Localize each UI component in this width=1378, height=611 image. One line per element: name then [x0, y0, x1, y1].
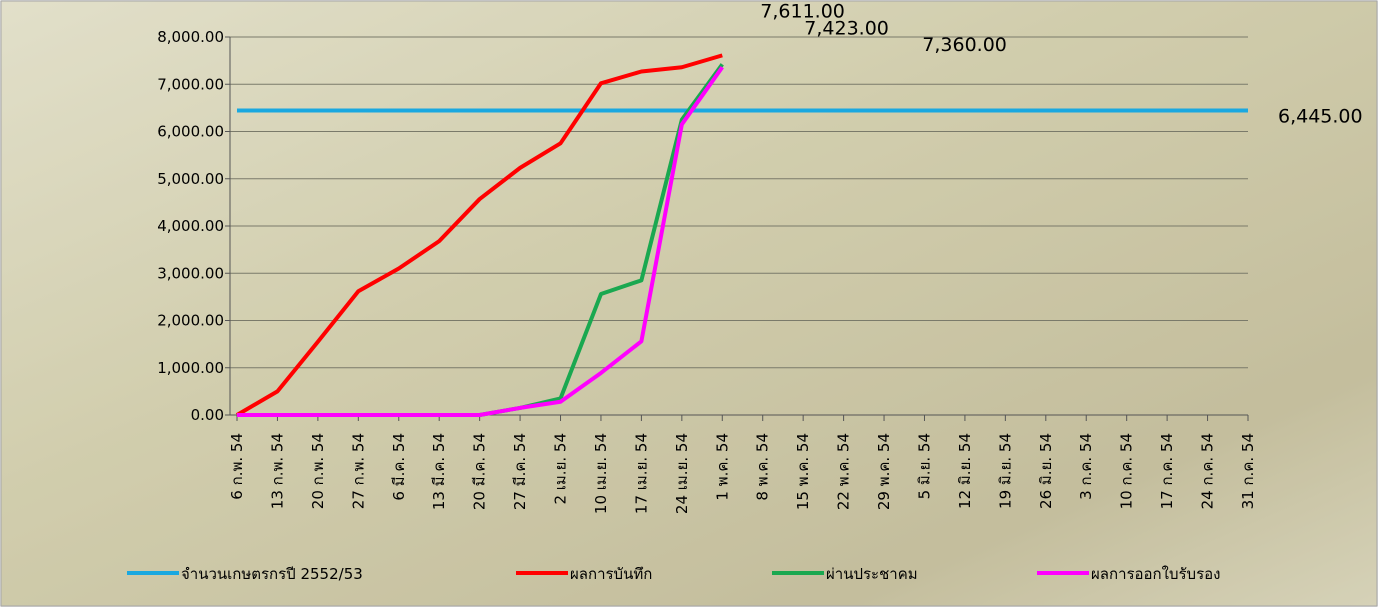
y-tick-label: 7,000.00 — [157, 75, 224, 93]
x-tick-label: 8 พ.ค. 54 — [754, 433, 772, 501]
x-tick-label: 31 ก.ค. 54 — [1239, 433, 1257, 509]
x-tick-label: 1 พ.ค. 54 — [713, 433, 731, 501]
y-tick-label: 4,000.00 — [157, 217, 224, 235]
x-tick-label: 26 มิ.ย. 54 — [1037, 433, 1055, 509]
x-tick-label: 24 ก.ค. 54 — [1199, 433, 1217, 509]
x-tick-label: 15 พ.ค. 54 — [794, 433, 812, 510]
y-tick-label: 3,000.00 — [157, 264, 224, 282]
y-tick-label: 5,000.00 — [157, 170, 224, 188]
x-tick-label: 13 มี.ค. 54 — [430, 433, 448, 510]
legend-label: ผลการออกใบรับรอง — [1091, 565, 1220, 583]
y-tick-label: 1,000.00 — [157, 359, 224, 377]
x-tick-label: 5 มิ.ย. 54 — [915, 433, 933, 499]
y-tick-label: 8,000.00 — [157, 28, 224, 46]
x-tick-label: 19 มิ.ย. 54 — [996, 433, 1014, 509]
x-tick-label: 6 มี.ค. 54 — [390, 433, 408, 501]
data-label: 7,423.00 — [804, 17, 889, 39]
legend-label: ผ่านประชาคม — [826, 565, 918, 583]
y-tick-label: 6,000.00 — [157, 123, 224, 141]
legend-label: จำนวนเกษตรกรปี 2552/53 — [181, 565, 363, 583]
x-tick-label: 27 ก.พ. 54 — [349, 433, 367, 509]
x-tick-label: 20 ก.พ. 54 — [309, 433, 327, 509]
x-tick-label: 12 มิ.ย. 54 — [956, 433, 974, 509]
x-tick-label: 10 ก.ค. 54 — [1118, 433, 1136, 509]
x-tick-label: 13 ก.พ. 54 — [268, 433, 286, 509]
legend-label: ผลการบันทึก — [570, 565, 652, 583]
x-tick-label: 24 เม.ย. 54 — [673, 433, 691, 514]
x-tick-label: 3 ก.ค. 54 — [1077, 433, 1095, 500]
x-tick-label: 17 เม.ย. 54 — [632, 433, 650, 514]
x-tick-label: 20 มี.ค. 54 — [471, 433, 489, 510]
data-label: 7,360.00 — [922, 34, 1007, 56]
x-tick-label: 17 ก.ค. 54 — [1158, 433, 1176, 509]
data-label: 6,445.00 — [1278, 105, 1363, 127]
x-tick-label: 29 พ.ค. 54 — [875, 433, 893, 510]
x-tick-label: 2 เม.ย. 54 — [552, 433, 570, 505]
chart: 0.00 1,000.00 2,000.00 3,000.00 4,000.00 5,00… — [0, 0, 1378, 607]
x-tick-label: 10 เม.ย. 54 — [592, 433, 610, 514]
x-tick-label: 6 ก.พ. 54 — [228, 433, 246, 500]
page: {"chart_data": {"type": "line", "categor… — [0, 0, 1378, 611]
y-tick-label: 0.00 — [191, 406, 224, 424]
x-tick-label: 27 มี.ค. 54 — [511, 433, 529, 510]
x-tick-label: 22 พ.ค. 54 — [835, 433, 853, 510]
y-tick-label: 2,000.00 — [157, 312, 224, 330]
